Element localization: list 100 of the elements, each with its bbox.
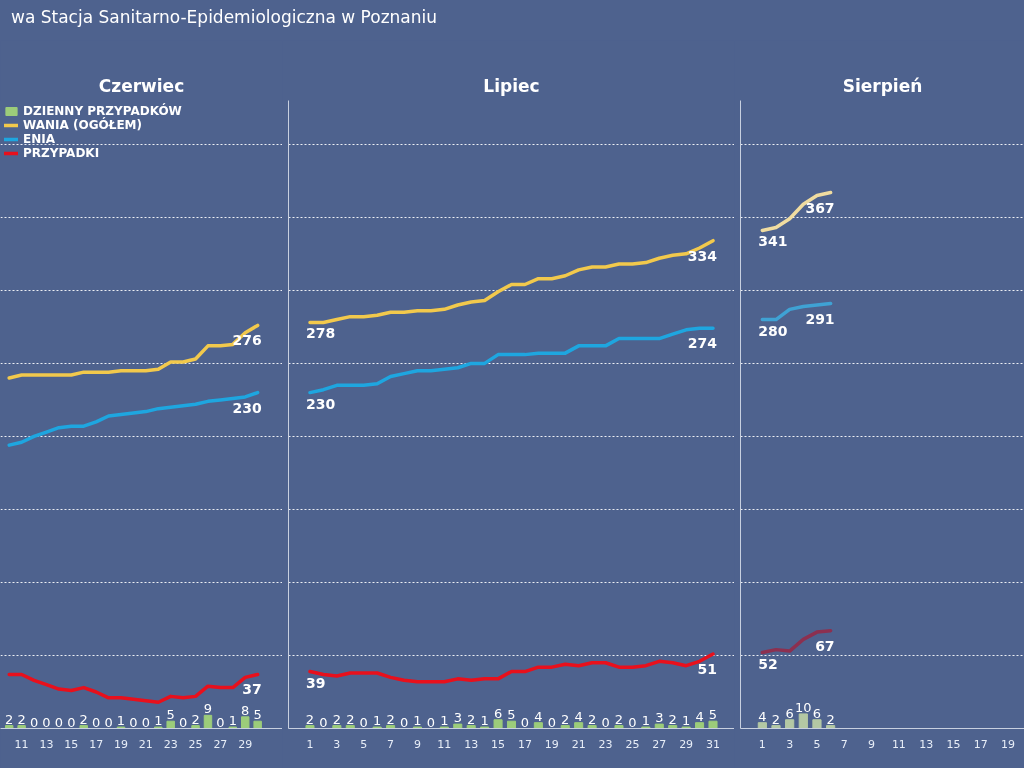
data-label: 0 <box>399 714 409 730</box>
data-label: 230 <box>305 395 336 412</box>
x-tick-label: 1 <box>306 737 314 751</box>
data-label: 1 <box>480 713 489 729</box>
data-label: 3 <box>655 710 664 726</box>
data-label: 2 <box>386 711 395 727</box>
x-tick-label: 13 <box>39 737 54 751</box>
x-tick-label: 9 <box>413 737 421 751</box>
data-label: 67 <box>815 637 835 654</box>
legend-label: DZIENNY PRZYPADKÓW <box>23 104 182 118</box>
x-tick-label: 31 <box>706 737 721 751</box>
x-tick-label: 21 <box>138 737 153 751</box>
data-label: 4 <box>695 708 704 724</box>
data-label: 2 <box>332 711 342 727</box>
data-label: 37 <box>242 681 262 698</box>
x-tick-label: 7 <box>387 737 395 751</box>
data-label: 2 <box>17 711 26 727</box>
x-tick-label: 17 <box>973 737 988 751</box>
data-label: 0 <box>92 714 101 730</box>
data-label: 1 <box>154 713 163 729</box>
x-tick-label: 5 <box>813 737 821 751</box>
data-label: 1 <box>228 713 237 729</box>
data-label: 3 <box>453 710 462 726</box>
text: wa Stacja Sanitarno-Epidemiologiczna w Poznaniu <box>11 6 438 29</box>
x-tick-label: 25 <box>188 737 203 751</box>
data-label: 1 <box>440 713 449 729</box>
x-tick-label: 15 <box>64 737 79 751</box>
data-label: 0 <box>628 714 637 730</box>
data-label: 0 <box>54 714 64 730</box>
data-label: 1 <box>413 713 422 729</box>
data-label: 230 <box>232 399 262 416</box>
x-tick-label: 21 <box>571 737 586 751</box>
data-label: 2 <box>346 711 355 727</box>
data-label: 367 <box>805 199 835 216</box>
data-label: 2 <box>587 711 597 727</box>
x-tick-label: 23 <box>598 737 613 751</box>
data-label: 5 <box>708 707 718 723</box>
data-label: 0 <box>178 714 188 730</box>
data-label: 9 <box>203 701 213 717</box>
data-label: 2 <box>467 711 476 727</box>
data-label: 0 <box>547 714 556 730</box>
x-tick-label: 13 <box>464 737 479 751</box>
data-label: 2 <box>561 711 570 727</box>
data-label: 341 <box>758 233 788 250</box>
legend-label: WANIA (OGÓŁEM) <box>23 118 143 132</box>
data-label: 5 <box>507 707 516 723</box>
legend-label: ENIA <box>23 132 55 146</box>
chart-title: Czerwiec <box>98 75 185 96</box>
data-label: 0 <box>359 714 368 730</box>
data-label: 6 <box>785 705 794 721</box>
data-label: 6 <box>493 705 503 721</box>
x-tick-label: 17 <box>89 737 104 751</box>
data-label: 0 <box>426 714 436 730</box>
x-tick-label: 7 <box>840 737 848 751</box>
data-label: 4 <box>758 708 767 724</box>
x-tick-label: 25 <box>625 737 640 751</box>
data-label: 0 <box>129 714 138 730</box>
x-tick-label: 29 <box>238 737 253 751</box>
data-label: 4 <box>534 708 543 724</box>
data-label: 0 <box>29 714 39 730</box>
data-label: 1 <box>641 713 650 729</box>
data-label: 2 <box>614 711 624 727</box>
data-label: 1 <box>682 713 691 729</box>
x-tick-label: 15 <box>946 737 961 751</box>
data-label: 0 <box>319 714 328 730</box>
data-label: 274 <box>687 335 718 352</box>
data-label: 0 <box>520 714 530 730</box>
x-tick-label: 11 <box>14 737 29 751</box>
data-label: 10 <box>795 699 812 715</box>
x-tick-label: 23 <box>163 737 178 751</box>
chart-title: Sierpień <box>842 75 923 96</box>
legend-label: PRZYPADKI <box>23 146 100 160</box>
data-label: 2 <box>305 711 315 727</box>
x-tick-label: 19 <box>544 737 559 751</box>
data-label: 0 <box>67 714 76 730</box>
x-tick-label: 5 <box>360 737 368 751</box>
data-label: 278 <box>305 325 336 342</box>
data-label: 5 <box>166 707 175 723</box>
x-tick-label: 11 <box>891 737 906 751</box>
x-tick-label: 19 <box>1001 737 1016 751</box>
data-label: 0 <box>141 714 150 730</box>
data-label: 8 <box>241 702 250 718</box>
x-tick-label: 3 <box>333 737 341 751</box>
x-tick-label: 27 <box>213 737 228 751</box>
data-label: 0 <box>601 714 610 730</box>
data-label: 2 <box>191 711 200 727</box>
data-label: 280 <box>758 322 788 339</box>
x-tick-label: 15 <box>491 737 506 751</box>
data-label: 291 <box>805 310 835 327</box>
x-tick-label: 17 <box>517 737 532 751</box>
data-label: 0 <box>42 714 51 730</box>
chart-title: Lipiec <box>483 75 540 96</box>
data-label: 0 <box>216 714 225 730</box>
x-tick-label: 13 <box>919 737 934 751</box>
x-tick-label: 1 <box>758 737 766 751</box>
x-tick-label: 11 <box>437 737 452 751</box>
data-label: 6 <box>812 705 822 721</box>
x-tick-label: 3 <box>786 737 794 751</box>
data-label: 5 <box>253 707 262 723</box>
data-label: 0 <box>104 714 113 730</box>
